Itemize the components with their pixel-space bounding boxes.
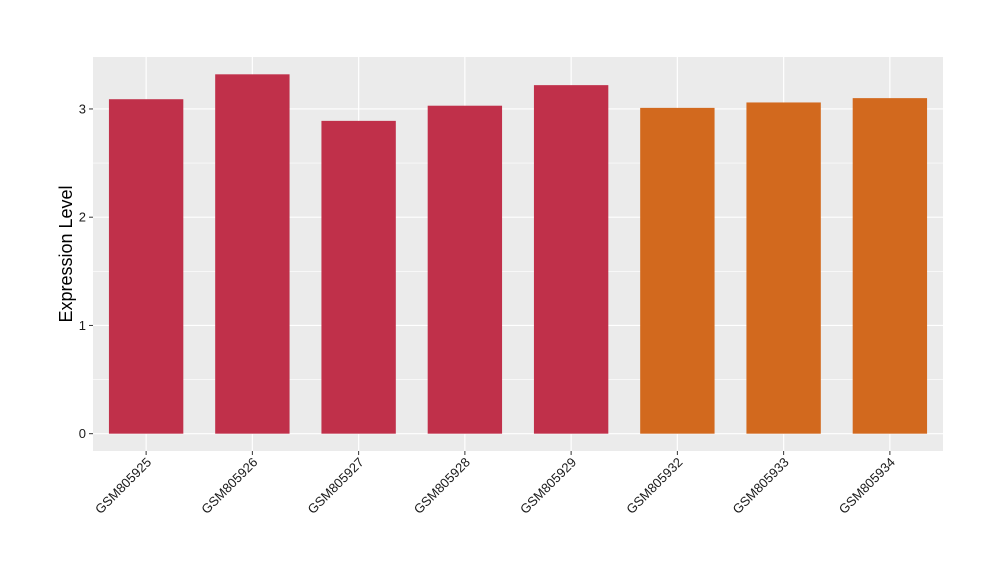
bar-GSM805934 <box>852 98 928 434</box>
bar-GSM805926 <box>215 74 290 434</box>
y-tick-label: 0 <box>79 426 86 441</box>
y-tick-label: 3 <box>79 101 86 116</box>
x-tick-label: GSM805926 <box>198 455 260 517</box>
bar-GSM805929 <box>533 85 609 434</box>
y-tick-label: 2 <box>79 210 86 225</box>
x-tick-label: GSM805932 <box>623 455 685 517</box>
bar-GSM805927 <box>321 120 396 434</box>
bar-GSM805928 <box>427 105 503 434</box>
y-axis-title: Expression Level <box>56 185 76 322</box>
x-tick-label: GSM805929 <box>517 455 579 517</box>
x-tick-label: GSM805933 <box>730 455 792 517</box>
x-tick-label: GSM805934 <box>836 455 898 517</box>
x-tick-label: GSM805925 <box>92 455 154 517</box>
y-tick-label: 1 <box>79 318 86 333</box>
bar-GSM805932 <box>640 107 715 434</box>
bar-GSM805925 <box>108 99 184 434</box>
x-tick-label: GSM805928 <box>411 455 473 517</box>
x-tick-label: GSM805927 <box>305 455 367 517</box>
bar-GSM805933 <box>746 102 821 434</box>
bars <box>108 74 928 434</box>
